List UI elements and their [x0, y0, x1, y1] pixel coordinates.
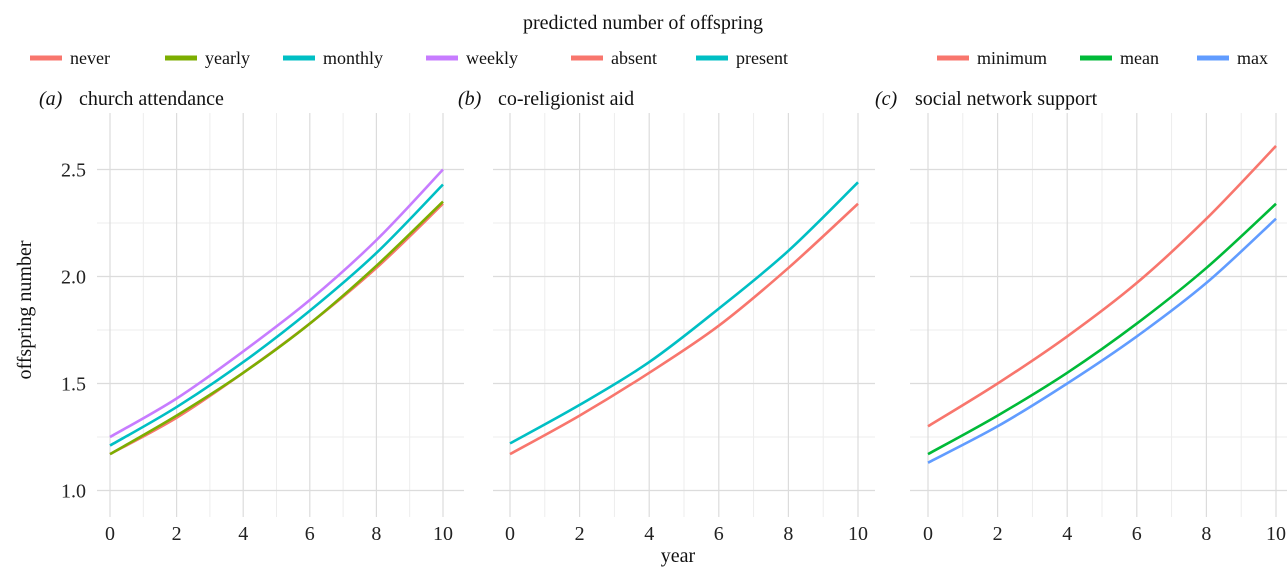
y-tick-label: 2.0 — [61, 267, 86, 289]
legend-label: present — [736, 48, 788, 68]
x-tick-label: 6 — [305, 523, 315, 545]
legend-item-mean: mean — [1080, 48, 1159, 68]
panel-title: (c) social network support — [875, 88, 1098, 110]
legend-item-monthly: monthly — [283, 48, 383, 68]
panel-letter: (b) — [458, 88, 482, 110]
x-tick-label: 0 — [105, 523, 115, 545]
x-tick-label: 10 — [1266, 523, 1286, 545]
panel-title-text: social network support — [915, 88, 1098, 110]
series-line-minimum — [927, 145, 1277, 428]
legend-item-never: never — [30, 48, 110, 68]
legend-label: mean — [1120, 48, 1159, 68]
y-tick-label: 1.5 — [61, 374, 86, 396]
series-line-yearly — [109, 200, 444, 456]
x-tick-label: 6 — [714, 523, 724, 545]
x-tick-label: 4 — [1062, 523, 1072, 545]
series-line-mean — [927, 202, 1277, 456]
legend-label: monthly — [323, 48, 383, 68]
panel-1: (b) co-religionist aid 0 2 4 6 8 10 — [458, 88, 875, 545]
x-tick-label: 4 — [644, 523, 654, 545]
x-tick-label: 2 — [993, 523, 1003, 545]
legend-item-yearly: yearly — [165, 48, 250, 68]
series-line-absent — [509, 202, 859, 456]
x-tick-label: 2 — [172, 523, 182, 545]
series-line-present — [509, 181, 859, 445]
panel-letter: (c) — [875, 88, 898, 110]
x-tick-label: 0 — [923, 523, 933, 545]
y-tick-label: 1.0 — [61, 481, 86, 503]
panel-title: (b) co-religionist aid — [458, 88, 634, 110]
legend-item-weekly: weekly — [426, 48, 518, 68]
panel-title-text: church attendance — [79, 88, 224, 110]
series-line-max — [927, 217, 1277, 464]
legend-label: yearly — [205, 48, 250, 68]
legend-label: absent — [611, 48, 657, 68]
x-tick-label: 4 — [238, 523, 248, 545]
legend-label: max — [1237, 48, 1268, 68]
legend-item-absent: absent — [571, 48, 657, 68]
legend-item-max: max — [1197, 48, 1268, 68]
x-tick-label: 0 — [505, 523, 515, 545]
y-axis-title: offspring number — [14, 240, 36, 379]
legend-label: weekly — [466, 48, 518, 68]
legend-label: never — [70, 48, 110, 68]
x-tick-label: 2 — [575, 523, 585, 545]
y-tick-label: 2.5 — [61, 160, 86, 182]
legend-area: never yearly monthly weekly absent present min… — [30, 48, 1268, 68]
x-tick-label: 6 — [1132, 523, 1142, 545]
panel-0: (a) church attendance 0 2 4 6 8 10 1.0 1.5 2.0 2.5 — [39, 88, 464, 545]
legend-label: minimum — [977, 48, 1047, 68]
series-line-weekly — [109, 168, 444, 439]
x-tick-label: 8 — [1201, 523, 1211, 545]
legend-item-present: present — [696, 48, 788, 68]
legend-item-minimum: minimum — [937, 48, 1047, 68]
panel-title: (a) church attendance — [39, 88, 224, 110]
series-line-monthly — [109, 183, 444, 447]
figure-title: predicted number of offspring — [523, 12, 763, 34]
x-tick-label: 10 — [433, 523, 453, 545]
x-tick-label: 8 — [371, 523, 381, 545]
panel-2: (c) social network support 0 2 4 6 8 10 — [875, 88, 1287, 545]
panel-letter: (a) — [39, 88, 63, 110]
x-axis-title: year — [661, 545, 696, 567]
x-tick-label: 10 — [848, 523, 868, 545]
panel-title-text: co-religionist aid — [498, 88, 634, 110]
x-tick-label: 8 — [783, 523, 793, 545]
